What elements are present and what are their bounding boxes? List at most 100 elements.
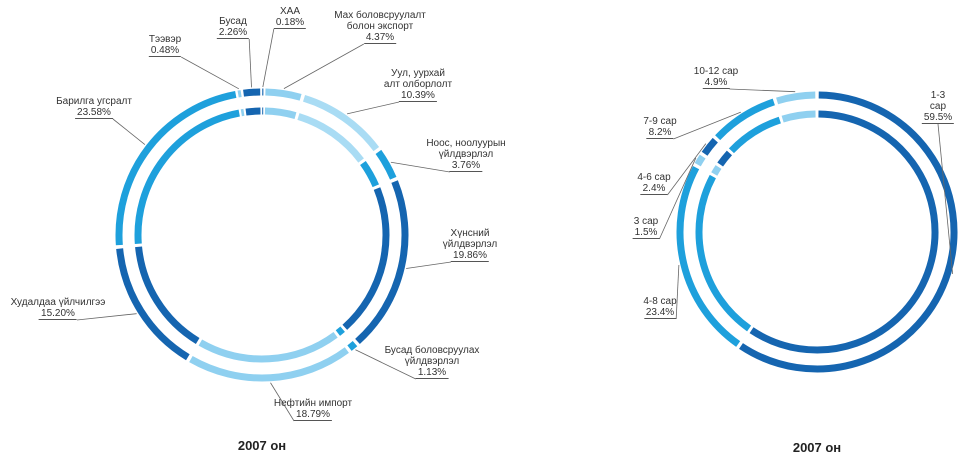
- outer-ring-segment: [739, 91, 958, 373]
- slice-label: Мах боловсруулалт болон экспорт 4.37%: [334, 10, 426, 44]
- outer-ring-segment: [776, 91, 816, 105]
- slice-name: Бусад: [219, 16, 247, 27]
- leader-line: [112, 118, 146, 145]
- slice-label: Нефтийн импорт 18.79%: [274, 398, 352, 421]
- inner-ring-segment: [134, 109, 240, 244]
- slice-label: ХАА 0.18%: [273, 6, 307, 29]
- outer-ring-segment: [189, 347, 349, 382]
- slice-name: ХАА: [279, 6, 301, 17]
- leader-line: [675, 264, 680, 320]
- outer-ring-segment: [701, 137, 718, 156]
- slice-name: Худалдаа үйлчилгээ: [10, 297, 106, 308]
- inner-ring-segment: [717, 150, 733, 167]
- inner-ring-segment: [198, 331, 338, 363]
- slice-label: 4-8 сар 23.4%: [643, 296, 677, 319]
- slice-label: 10-12 сар 4.9%: [694, 66, 738, 89]
- inner-ring-segment: [695, 174, 752, 332]
- slice-value: 0.48%: [148, 45, 182, 57]
- inner-ring-segment: [749, 110, 939, 354]
- slice-name: Мах боловсруулалт болон экспорт: [334, 10, 426, 32]
- slice-label: Уул, уурхай алт олборлолт 10.39%: [384, 68, 452, 102]
- slice-name: Уул, уурхай алт олборлолт: [383, 68, 453, 90]
- slice-value: 4.9%: [702, 77, 730, 89]
- leader-line: [659, 157, 697, 240]
- inner-ring-segment: [335, 326, 345, 336]
- slice-name: 4-6 сар: [637, 172, 671, 183]
- leader-line: [180, 56, 240, 90]
- slice-name: 7-9 сар: [643, 116, 677, 127]
- slice-value: 15.20%: [39, 308, 77, 320]
- slice-value: 2.26%: [216, 27, 250, 39]
- slice-label: 1-3 сар 59.5%: [921, 90, 955, 124]
- leader-line: [262, 28, 275, 88]
- leader-line: [355, 349, 416, 380]
- slice-label: 3 сар 1.5%: [632, 216, 660, 239]
- slice-value: 18.79%: [294, 409, 332, 421]
- slice-name: Бусад боловсруулах үйлдвэрлэл: [384, 345, 480, 367]
- slice-value: 59.5%: [921, 112, 955, 124]
- slice-value: 0.18%: [273, 17, 307, 29]
- outer-ring-segment: [715, 98, 775, 141]
- slice-label: Ноос, ноолуурын үйлдвэрлэл 3.76%: [426, 138, 506, 172]
- slice-label: Бусад 2.26%: [216, 16, 250, 39]
- inner-ring-segment: [360, 160, 380, 188]
- outer-ring-segment: [116, 248, 190, 361]
- leader-line: [283, 43, 365, 89]
- outer-ring-segment: [243, 88, 261, 97]
- outer-ring-segment: [115, 90, 237, 246]
- leader-line: [667, 143, 707, 196]
- outer-ring-segment: [375, 149, 397, 180]
- slice-value: 10.39%: [399, 90, 437, 102]
- inner-ring-segment: [728, 116, 781, 154]
- slice-name: 4-8 сар: [643, 296, 677, 307]
- slice-value: 23.4%: [643, 307, 677, 319]
- slice-value: 19.86%: [451, 250, 489, 262]
- inner-ring-segment: [135, 246, 200, 345]
- chart-title: 2007 он: [792, 440, 842, 455]
- slice-label: Барилга угсралт 23.58%: [56, 96, 132, 119]
- chart-title: 2007 он: [237, 438, 287, 453]
- leader-line: [673, 111, 741, 140]
- slice-label: 7-9 сар 8.2%: [643, 116, 677, 139]
- inner-ring-segment: [781, 110, 816, 123]
- leader-line: [729, 88, 796, 93]
- slice-name: Ноос, ноолуурын үйлдвэрлэл: [426, 138, 506, 160]
- inner-ring-segment: [342, 187, 390, 330]
- outer-ring-segment: [265, 88, 302, 101]
- outer-ring-segment: [355, 180, 409, 345]
- outer-ring-segment: [302, 94, 380, 152]
- slice-label: 4-6 сар 2.4%: [637, 172, 671, 195]
- leader-line: [390, 161, 450, 173]
- slice-value: 8.2%: [646, 127, 674, 139]
- outer-ring-segment: [694, 154, 706, 167]
- slice-name: Барилга угсралт: [56, 96, 132, 107]
- inner-ring-segment: [245, 107, 261, 116]
- slice-name: Хүнсний үйлдвэрлэл: [442, 228, 498, 250]
- leader-line: [248, 38, 252, 88]
- leader-line: [270, 382, 295, 422]
- slice-value: 3.76%: [449, 160, 483, 172]
- inner-ring-segment: [711, 165, 722, 176]
- slice-name: Тээвэр: [148, 34, 182, 45]
- slice-value: 2.4%: [640, 183, 668, 195]
- slice-label: Бусад боловсруулах үйлдвэрлэл 1.13%: [384, 345, 480, 379]
- slice-value: 1.13%: [415, 367, 449, 379]
- leader-line: [346, 101, 400, 115]
- outer-ring-segment: [347, 340, 358, 351]
- inner-ring-segment: [297, 113, 364, 163]
- slice-name: 10-12 сар: [693, 66, 739, 77]
- slice-label: Тээвэр 0.48%: [148, 34, 182, 57]
- slice-value: 1.5%: [632, 227, 660, 239]
- slice-label: Худалдаа үйлчилгээ 15.20%: [10, 297, 106, 320]
- slice-value: 4.37%: [363, 32, 397, 44]
- slice-name: 1-3 сар: [929, 90, 947, 112]
- slice-value: 23.58%: [75, 107, 113, 119]
- slice-name: Нефтийн импорт: [273, 398, 353, 409]
- leader-line: [937, 123, 954, 275]
- outer-ring-segment: [676, 165, 741, 347]
- leader-line: [76, 313, 137, 321]
- leader-line: [406, 261, 452, 269]
- slice-name: 3 сар: [633, 216, 659, 227]
